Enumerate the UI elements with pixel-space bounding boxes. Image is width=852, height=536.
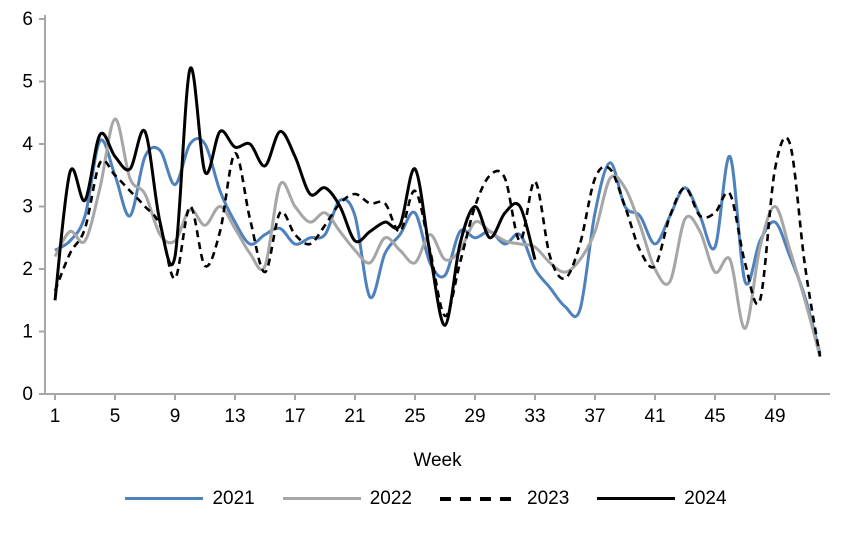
legend-line-sample-2023: [440, 496, 518, 501]
x-tick-label: 21: [344, 406, 365, 427]
legend-item-2023: 2023: [440, 489, 569, 508]
legend-label: 2022: [369, 488, 412, 509]
series-line-2023: [53, 136, 822, 357]
x-tick-label: 13: [224, 406, 245, 427]
chart-legend: 2021 2022 2023 2024: [0, 489, 852, 508]
x-tick-label: 9: [170, 406, 181, 427]
y-tick-label: 4: [22, 134, 33, 155]
x-tick-label: 29: [464, 406, 485, 427]
legend-item-2021: 2021: [125, 488, 255, 509]
legend-label: 2024: [684, 488, 727, 509]
y-tick-label: 5: [22, 72, 33, 93]
x-tick-label: 5: [110, 406, 121, 427]
series-line-2024: [53, 66, 537, 327]
legend-label: 2021: [212, 488, 255, 509]
y-tick-label: 1: [22, 322, 33, 343]
legend-line-sample-2022: [282, 497, 361, 500]
x-tick-label: 25: [404, 406, 425, 427]
x-tick-label: 45: [704, 406, 725, 427]
legend-line-sample-2021: [125, 497, 204, 500]
series-line-2022: [53, 117, 822, 357]
legend-item-2022: 2022: [282, 488, 412, 509]
legend-line-sample-2024: [597, 497, 676, 500]
x-tick-label: 49: [764, 406, 785, 427]
x-tick-label: 33: [524, 406, 545, 427]
x-axis-title: Week: [413, 450, 462, 471]
x-tick-label: 37: [584, 406, 605, 427]
x-tick-label: 1: [50, 406, 61, 427]
legend-item-2024: 2024: [597, 488, 727, 509]
y-tick-label: 0: [22, 384, 33, 405]
legend-label: 2023: [527, 488, 570, 509]
y-tick-label: 2: [22, 259, 33, 280]
x-tick-label: 41: [644, 406, 665, 427]
y-tick-label: 3: [22, 197, 33, 218]
y-tick-label: 6: [22, 9, 33, 30]
x-tick-label: 17: [284, 406, 305, 427]
